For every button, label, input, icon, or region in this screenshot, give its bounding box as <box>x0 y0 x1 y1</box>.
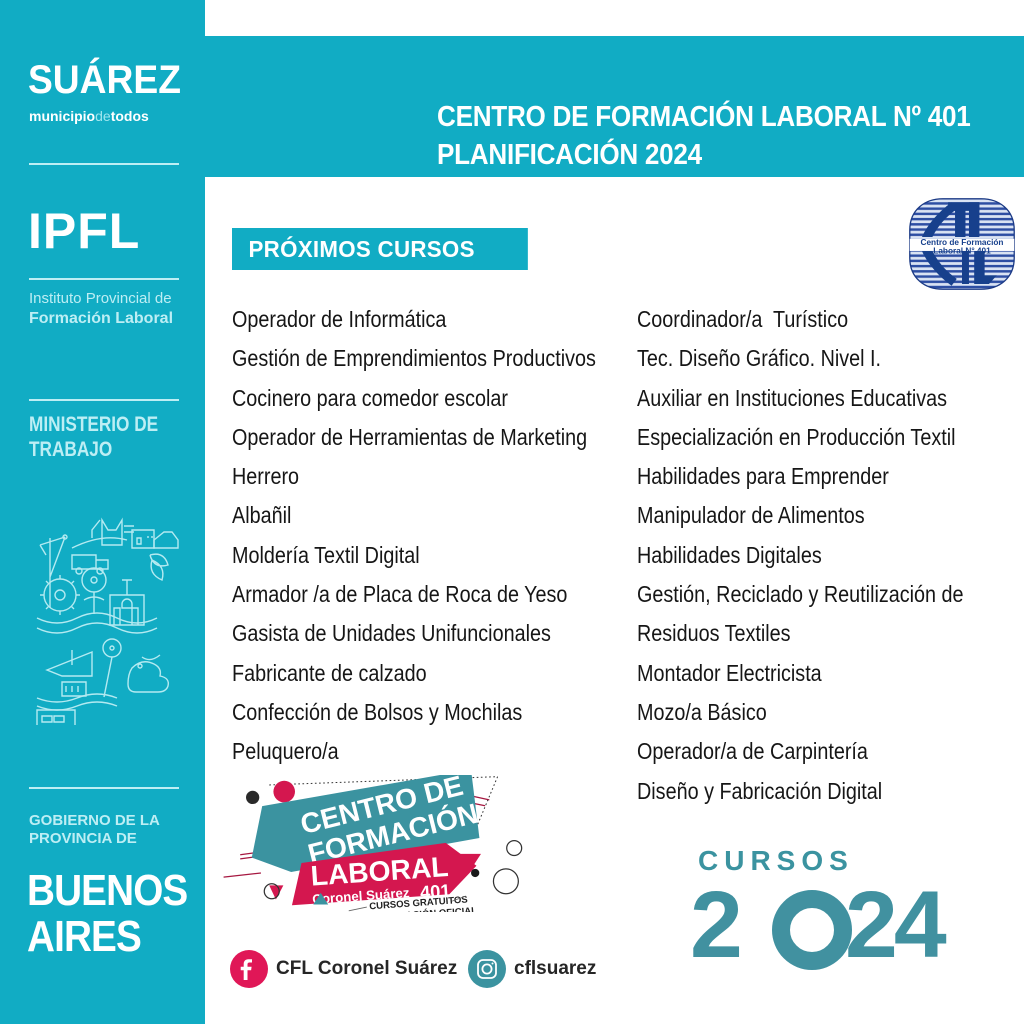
svg-text:Centro de Formación: Centro de Formación <box>921 238 1004 247</box>
svg-text:Laboral N° 401: Laboral N° 401 <box>933 247 991 256</box>
svg-text:24: 24 <box>845 877 947 972</box>
svg-text:2: 2 <box>690 877 740 972</box>
